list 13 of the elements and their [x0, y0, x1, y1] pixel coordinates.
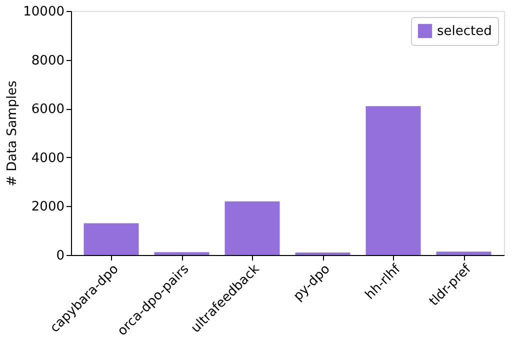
- bar: [154, 252, 210, 255]
- y-tick-label: 2000: [31, 200, 64, 215]
- y-tick-label: 10000: [23, 4, 64, 20]
- y-tick-label: 8000: [31, 53, 64, 68]
- y-tick-label: 0: [56, 248, 64, 264]
- bar: [436, 252, 492, 255]
- y-tick-label: 6000: [31, 102, 64, 118]
- bar: [84, 223, 139, 255]
- y-axis-title: # Data Samples: [5, 80, 20, 186]
- legend-label: selected: [437, 24, 492, 39]
- bar: [366, 106, 421, 255]
- y-tick-label: 4000: [31, 150, 64, 166]
- bar: [224, 201, 280, 255]
